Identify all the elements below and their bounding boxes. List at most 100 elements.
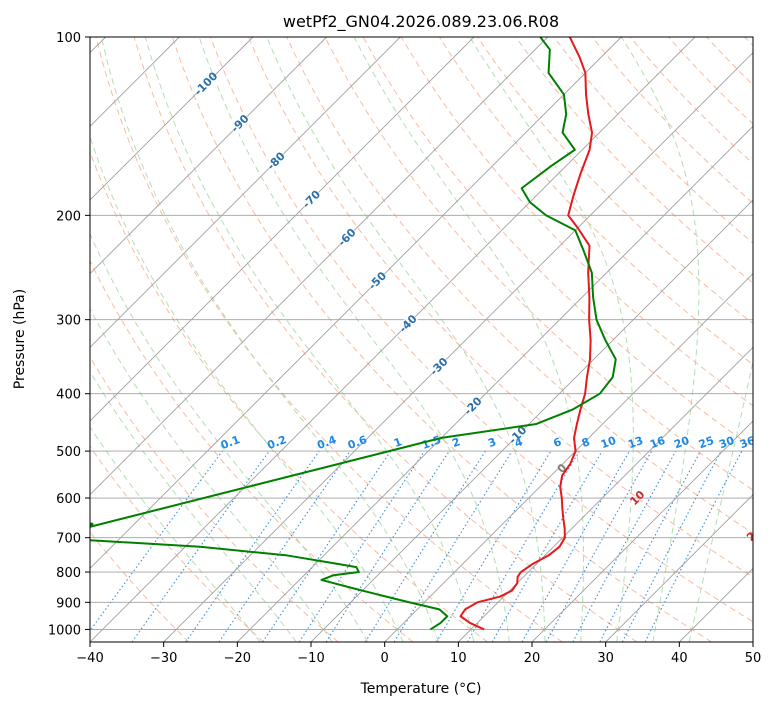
x-tick-label: 20: [524, 651, 541, 666]
x-tick-label: 50: [745, 651, 762, 666]
isotherm-line: [384, 273, 753, 642]
profile-series: [90, 37, 617, 631]
mixing-ratio-label: 30: [717, 434, 736, 452]
moist-adiabat-line: [621, 37, 700, 642]
mixing-ratio-line: [262, 450, 392, 642]
mixing-ratio-label: 0.1: [219, 433, 242, 452]
isotherm-line: [458, 346, 753, 642]
isotherm-line: [90, 37, 327, 275]
moist-adiabat-line: [90, 307, 333, 642]
mixing-ratio-line: [644, 450, 743, 642]
dry-adiabat-line: [324, 37, 753, 491]
x-tick-label: −20: [224, 651, 251, 666]
y-tick-label: 500: [56, 445, 81, 460]
isotherm-label-background: [366, 269, 389, 293]
isotherm-label-background: [506, 423, 530, 447]
mixing-ratio-label: 20: [672, 434, 691, 452]
y-tick-label: 400: [56, 388, 81, 403]
mixing-ratio-label: 4: [513, 435, 525, 450]
mixing-ratio-line: [298, 450, 425, 642]
y-tick-label: 1000: [48, 623, 81, 638]
y-axis: 100 200 300 400 500 600 700 800 900 1000: [48, 31, 90, 638]
dry-adiabat-line: [515, 37, 753, 284]
y-tick-label: 100: [56, 31, 81, 46]
dry-adiabat-label: 20: [744, 524, 764, 544]
x-tick-label: −30: [150, 651, 177, 666]
y-tick-label: 600: [56, 492, 81, 507]
x-tick-label: 30: [597, 651, 614, 666]
mixing-ratio-line: [521, 450, 630, 642]
dewpoint-profile-line: [90, 37, 617, 631]
x-tick-label: 0: [381, 651, 389, 666]
mixing-ratio-label: 0.6: [346, 433, 369, 452]
plot-frame: [89, 36, 754, 643]
isotherm-label-background: [300, 188, 323, 211]
dry-adiabat-line: [133, 37, 638, 642]
isotherm-label-background: [461, 394, 485, 418]
mixing-ratio-label: 13: [626, 434, 645, 451]
y-tick-label: 900: [56, 596, 81, 611]
moist-adiabat-line: [144, 37, 475, 642]
isotherm-label-background: [194, 72, 218, 96]
x-tick-label: −40: [76, 651, 103, 666]
dry-adiabat-line: [90, 259, 414, 642]
y-tick-label: 200: [56, 209, 81, 224]
moist-adiabat-line: [90, 426, 261, 642]
isotherm-label-background: [396, 312, 420, 336]
isotherm-line: [237, 125, 753, 642]
x-axis: −40 −30 −20 −10 0 10 20 30 40 50: [76, 642, 761, 666]
mixing-ratio-label: 3: [486, 435, 498, 450]
dry-adiabat-line: [286, 37, 753, 534]
isotherm-line: [310, 199, 753, 642]
temperature-profile-line: [459, 37, 594, 631]
mixing-ratio-line: [572, 450, 677, 642]
surface-point-marker: [90, 522, 94, 527]
y-tick-label: 300: [56, 314, 81, 329]
isotherm-line: [90, 37, 548, 496]
plot-background: [90, 37, 753, 642]
moist-adiabat-line: [198, 37, 510, 642]
isotherm-line: [163, 52, 753, 642]
mixing-ratio-line: [545, 450, 653, 642]
mixing-ratio-label: 25: [697, 434, 716, 451]
y-axis-label: Pressure (hPa): [12, 289, 28, 389]
mixing-ratio-line: [185, 450, 320, 642]
mixing-ratio-label: 0.2: [266, 433, 289, 452]
isotherm-line: [90, 37, 254, 201]
moist-adiabat-line: [266, 37, 546, 642]
dry-adiabat-line: [90, 445, 264, 642]
x-tick-label: −10: [297, 651, 324, 666]
mixing-ratio-line: [325, 450, 450, 642]
x-tick-label: 10: [450, 651, 467, 666]
mixing-ratio-label: 0.4: [315, 433, 338, 452]
isotherm-line: [531, 420, 753, 642]
x-axis-label: Temperature (°C): [360, 681, 482, 697]
mixing-ratio-line: [131, 450, 270, 642]
mixing-ratio-line: [218, 450, 351, 642]
mixing-ratio-label: 2: [450, 435, 462, 450]
mixing-ratio-label: 10: [599, 434, 618, 452]
dry-adiabat-line: [95, 37, 563, 642]
isotherm-line: [90, 37, 401, 348]
x-tick-label: 40: [671, 651, 688, 666]
moist-adiabat-line: [90, 370, 297, 642]
mixing-ratio-label: 6: [552, 435, 564, 450]
mixing-ratio-line: [90, 450, 223, 632]
moist-adiabat-line: [90, 135, 404, 642]
mixing-ratio-label: 1: [392, 435, 404, 450]
isotherm-label-background: [228, 112, 252, 135]
isotherm-line: [605, 494, 753, 642]
isotherm-label-background: [264, 149, 288, 173]
isotherm-line: [90, 37, 475, 422]
mixing-ratio-line: [393, 450, 513, 642]
y-tick-label: 800: [56, 566, 81, 581]
moist-adiabat-line: [100, 37, 439, 642]
dry-adiabat-line: [171, 37, 712, 642]
isotherm-label-background: [335, 226, 359, 249]
moist-adiabat-line: [353, 37, 584, 642]
mixing-ratio-label: 1.5: [420, 433, 443, 452]
mixing-ratio-lines: [90, 450, 743, 642]
moist-adiabat-line: [90, 232, 369, 642]
dry-adiabat-line: [90, 356, 339, 642]
